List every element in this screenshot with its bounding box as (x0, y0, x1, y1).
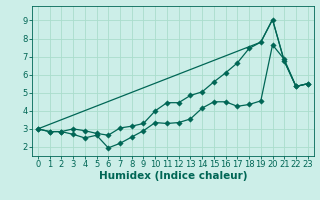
X-axis label: Humidex (Indice chaleur): Humidex (Indice chaleur) (99, 171, 247, 181)
